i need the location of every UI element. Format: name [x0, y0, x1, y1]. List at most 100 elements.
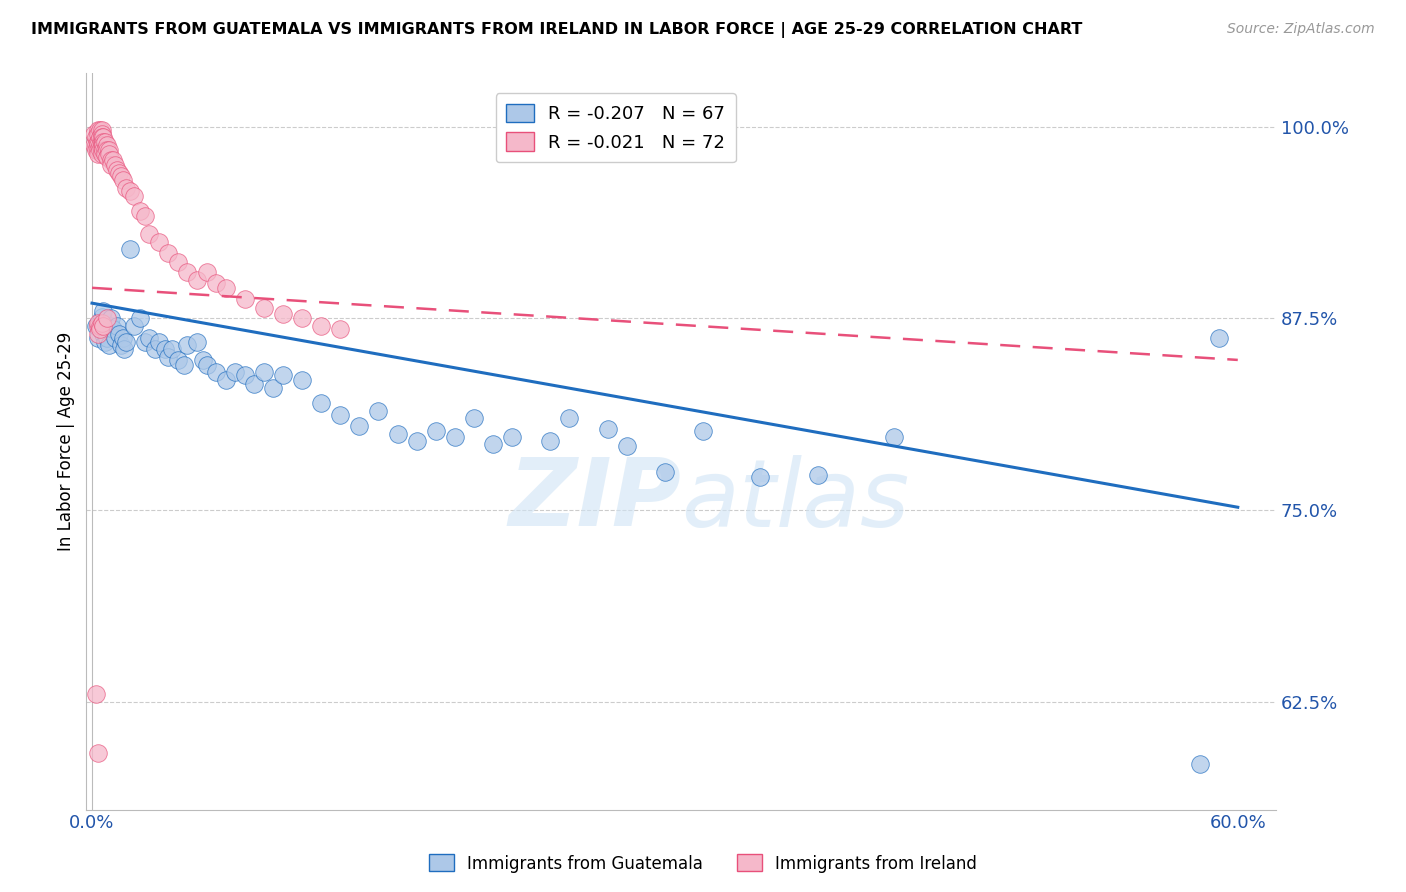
Point: [89, 143, 111, 157]
Point: [89, 322, 111, 336]
Point: [90, 147, 112, 161]
Point: [115, 334, 138, 349]
Point: [463, 411, 485, 425]
Point: [87, 143, 110, 157]
Point: [104, 331, 127, 345]
Point: [90, 138, 112, 153]
Point: [425, 424, 447, 438]
Point: [616, 439, 638, 453]
Point: [291, 373, 314, 387]
Point: [93, 135, 115, 149]
Point: [84, 130, 107, 145]
Point: [1208, 331, 1230, 345]
Point: [87, 326, 110, 341]
Point: [87, 147, 110, 161]
Point: [84, 143, 107, 157]
Point: [120, 184, 142, 198]
Point: [271, 307, 294, 321]
Point: [84, 688, 107, 702]
Point: [349, 418, 371, 433]
Point: [93, 130, 115, 145]
Point: [173, 358, 195, 372]
Point: [443, 430, 465, 444]
Point: [98, 337, 121, 351]
Point: [1188, 756, 1211, 771]
Point: [749, 469, 772, 483]
Point: [93, 303, 115, 318]
Point: [122, 188, 145, 202]
Point: [205, 276, 228, 290]
Point: [807, 468, 830, 483]
Point: [87, 128, 110, 142]
Point: [101, 153, 124, 168]
Point: [105, 162, 128, 177]
Point: [122, 319, 145, 334]
Point: [176, 337, 198, 351]
Point: [100, 158, 122, 172]
Point: [195, 265, 218, 279]
Point: [100, 311, 122, 326]
Point: [89, 319, 111, 334]
Point: [233, 368, 256, 383]
Point: [89, 130, 111, 145]
Point: [309, 396, 332, 410]
Point: [215, 373, 238, 387]
Point: [558, 411, 581, 425]
Point: [93, 326, 115, 341]
Point: [114, 342, 136, 356]
Point: [87, 331, 110, 345]
Point: [153, 342, 176, 356]
Legend: R = -0.207   N = 67, R = -0.021   N = 72: R = -0.207 N = 67, R = -0.021 N = 72: [496, 93, 735, 162]
Point: [243, 377, 266, 392]
Point: [87, 316, 110, 330]
Point: [128, 311, 150, 326]
Point: [96, 331, 118, 345]
Point: [157, 245, 180, 260]
Point: [98, 143, 121, 157]
Point: [291, 311, 314, 326]
Point: [96, 150, 118, 164]
Point: [90, 310, 112, 324]
Point: [367, 403, 389, 417]
Point: [262, 380, 284, 394]
Point: [83, 128, 105, 142]
Point: [538, 434, 561, 449]
Point: [89, 122, 111, 136]
Point: [596, 422, 619, 436]
Point: [110, 337, 132, 351]
Legend: Immigrants from Guatemala, Immigrants from Ireland: Immigrants from Guatemala, Immigrants fr…: [422, 847, 984, 880]
Point: [107, 166, 129, 180]
Point: [654, 465, 676, 479]
Point: [96, 311, 118, 326]
Point: [111, 173, 134, 187]
Point: [94, 143, 117, 157]
Point: [100, 153, 122, 168]
Point: [96, 138, 118, 153]
Point: [205, 365, 228, 379]
Point: [107, 326, 129, 341]
Point: [104, 158, 127, 172]
Point: [90, 128, 112, 142]
Point: [101, 322, 124, 336]
Point: [501, 430, 523, 444]
Point: [87, 746, 110, 760]
Point: [96, 143, 118, 157]
Point: [90, 316, 112, 330]
Point: [329, 408, 352, 422]
Point: [167, 353, 190, 368]
Point: [482, 437, 505, 451]
Point: [87, 122, 110, 136]
Text: IMMIGRANTS FROM GUATEMALA VS IMMIGRANTS FROM IRELAND IN LABOR FORCE | AGE 25-29 : IMMIGRANTS FROM GUATEMALA VS IMMIGRANTS …: [31, 22, 1083, 38]
Point: [405, 434, 427, 449]
Point: [115, 181, 138, 195]
Point: [93, 138, 115, 153]
Point: [224, 365, 246, 379]
Point: [329, 322, 352, 336]
Point: [160, 342, 183, 356]
Point: [111, 331, 134, 345]
Point: [84, 138, 107, 153]
Point: [134, 209, 156, 223]
Point: [83, 138, 105, 153]
Point: [90, 143, 112, 157]
Point: [271, 368, 294, 383]
